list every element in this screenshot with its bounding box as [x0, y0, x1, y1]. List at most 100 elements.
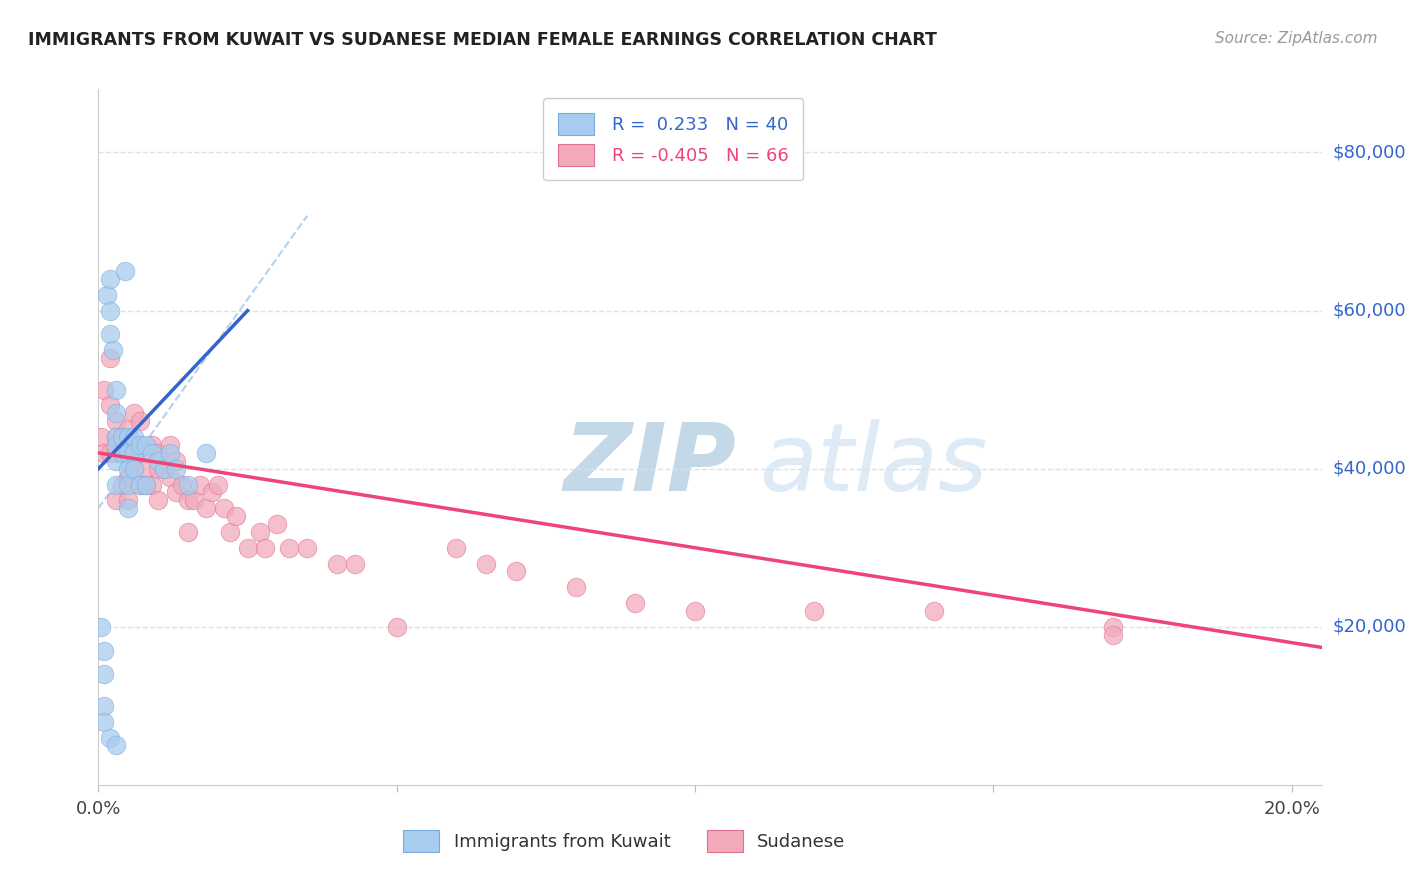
Point — [105, 438, 128, 452]
Point — [225, 509, 247, 524]
Point — [122, 446, 145, 460]
Point — [188, 477, 211, 491]
Point — [105, 446, 128, 460]
Point — [326, 557, 349, 571]
Point — [103, 343, 125, 358]
Point — [446, 541, 468, 555]
Point — [475, 557, 498, 571]
Point — [105, 414, 128, 428]
Point — [117, 469, 139, 483]
Point — [183, 493, 205, 508]
Point — [111, 446, 134, 460]
Text: $80,000: $80,000 — [1333, 144, 1406, 161]
Point — [93, 383, 115, 397]
Point — [170, 477, 193, 491]
Point — [98, 399, 121, 413]
Point — [177, 524, 200, 539]
Point — [278, 541, 301, 555]
Point — [803, 604, 825, 618]
Point — [93, 667, 115, 681]
Point — [207, 477, 229, 491]
Point — [141, 446, 163, 460]
Point — [135, 477, 157, 491]
Point — [266, 516, 288, 531]
Point — [105, 477, 128, 491]
Point — [129, 438, 152, 452]
Point — [117, 446, 139, 460]
Point — [105, 383, 128, 397]
Point — [98, 351, 121, 365]
Point — [90, 620, 112, 634]
Point — [129, 477, 152, 491]
Point — [111, 430, 134, 444]
Point — [141, 477, 163, 491]
Point — [159, 446, 181, 460]
Point — [111, 477, 134, 491]
Point — [117, 422, 139, 436]
Point — [122, 461, 145, 475]
Point — [194, 446, 217, 460]
Legend: Immigrants from Kuwait, Sudanese: Immigrants from Kuwait, Sudanese — [396, 823, 852, 859]
Point — [117, 477, 139, 491]
Point — [98, 446, 121, 460]
Point — [135, 477, 157, 491]
Point — [105, 454, 128, 468]
Point — [236, 541, 259, 555]
Point — [683, 604, 706, 618]
Point — [159, 438, 181, 452]
Point — [93, 698, 115, 713]
Point — [624, 596, 647, 610]
Point — [111, 446, 134, 460]
Point — [93, 714, 115, 729]
Point — [343, 557, 366, 571]
Point — [177, 477, 200, 491]
Point — [254, 541, 277, 555]
Point — [297, 541, 319, 555]
Point — [122, 406, 145, 420]
Point — [165, 461, 187, 475]
Point — [93, 643, 115, 657]
Point — [212, 501, 235, 516]
Point — [105, 493, 128, 508]
Point — [505, 565, 527, 579]
Point — [93, 446, 115, 460]
Point — [117, 501, 139, 516]
Point — [105, 406, 128, 420]
Point — [135, 461, 157, 475]
Point — [105, 430, 128, 444]
Point — [201, 485, 224, 500]
Point — [165, 485, 187, 500]
Point — [218, 524, 240, 539]
Text: $60,000: $60,000 — [1333, 301, 1406, 319]
Point — [98, 731, 121, 745]
Point — [117, 461, 139, 475]
Text: $20,000: $20,000 — [1333, 618, 1406, 636]
Point — [385, 620, 408, 634]
Text: Source: ZipAtlas.com: Source: ZipAtlas.com — [1215, 31, 1378, 46]
Point — [194, 501, 217, 516]
Point — [105, 739, 128, 753]
Point — [146, 461, 169, 475]
Point — [135, 446, 157, 460]
Text: $40,000: $40,000 — [1333, 459, 1406, 478]
Point — [146, 454, 169, 468]
Point — [159, 469, 181, 483]
Point — [117, 430, 139, 444]
Point — [135, 438, 157, 452]
Point — [90, 430, 112, 444]
Text: IMMIGRANTS FROM KUWAIT VS SUDANESE MEDIAN FEMALE EARNINGS CORRELATION CHART: IMMIGRANTS FROM KUWAIT VS SUDANESE MEDIA… — [28, 31, 936, 49]
Point — [98, 303, 121, 318]
Point — [122, 461, 145, 475]
Point — [153, 461, 176, 475]
Point — [111, 430, 134, 444]
Text: ZIP: ZIP — [564, 419, 737, 511]
Point — [922, 604, 945, 618]
Point — [122, 438, 145, 452]
Point — [114, 264, 136, 278]
Point — [98, 272, 121, 286]
Point — [565, 580, 588, 594]
Point — [146, 493, 169, 508]
Point — [129, 446, 152, 460]
Point — [122, 430, 145, 444]
Text: atlas: atlas — [759, 419, 987, 510]
